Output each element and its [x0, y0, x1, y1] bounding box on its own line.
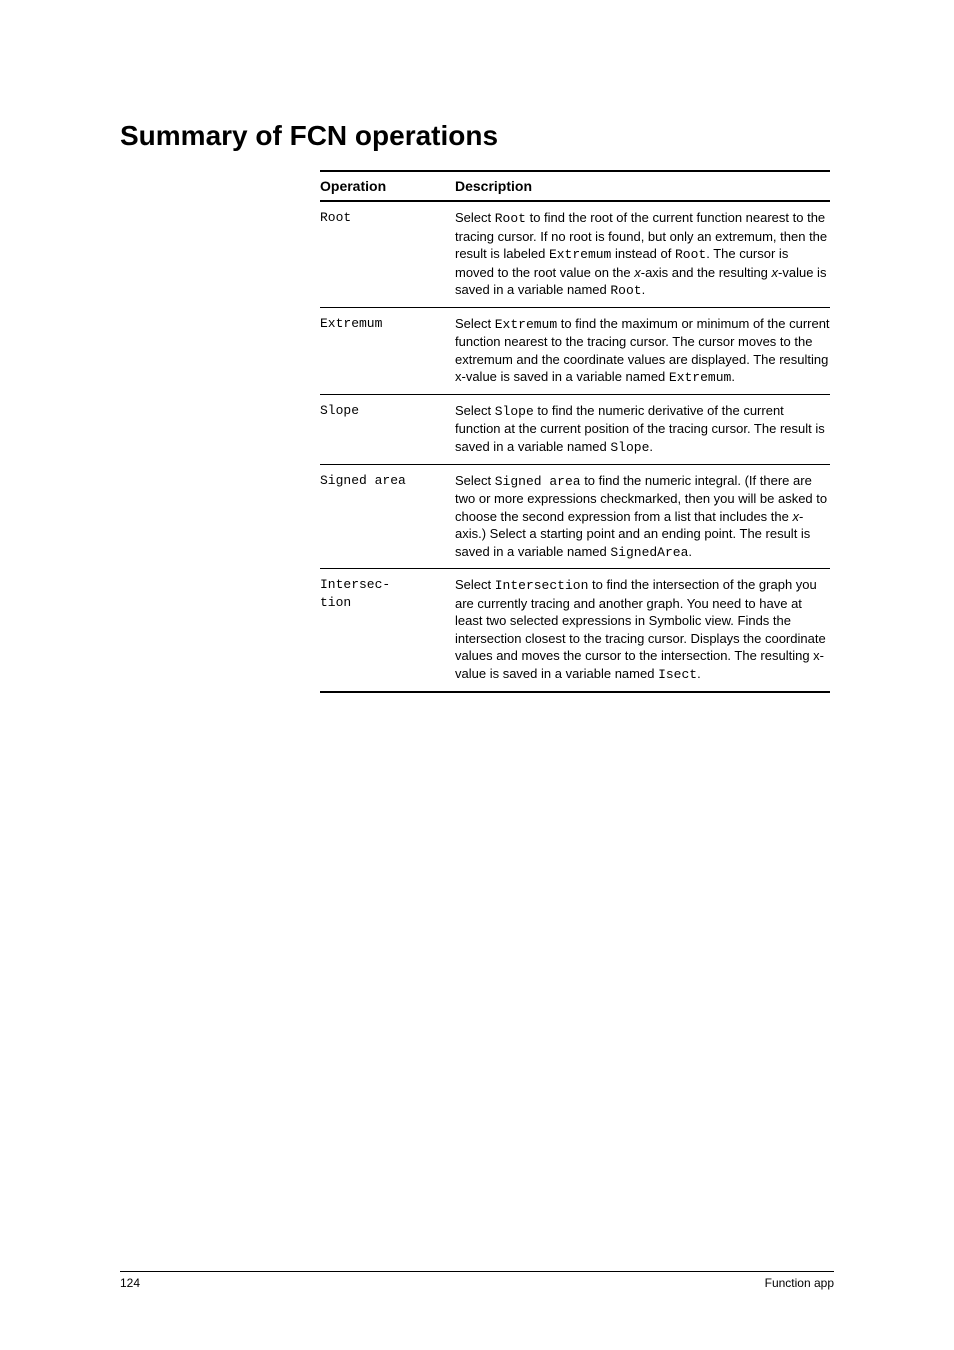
operation-cell: Slope: [320, 402, 455, 457]
page-footer: 124 Function app: [120, 1271, 834, 1290]
table-header-row: Operation Description: [320, 172, 830, 202]
table-row: SlopeSelect Slope to find the numeric de…: [320, 395, 830, 465]
table-row: RootSelect Root to find the root of the …: [320, 202, 830, 308]
table-row: Intersec- tionSelect Intersection to fin…: [320, 569, 830, 692]
header-description: Description: [455, 178, 830, 194]
description-cell: Select Extremum to find the maximum or m…: [455, 315, 830, 387]
operation-cell: Signed area: [320, 472, 455, 562]
fcn-operations-table: Operation Description RootSelect Root to…: [320, 170, 830, 693]
operation-cell: Intersec- tion: [320, 576, 455, 683]
operation-cell: Extremum: [320, 315, 455, 387]
chapter-label: Function app: [765, 1276, 834, 1290]
table-row: ExtremumSelect Extremum to find the maxi…: [320, 308, 830, 395]
header-operation: Operation: [320, 178, 455, 194]
table-row: Signed areaSelect Signed area to find th…: [320, 465, 830, 570]
operation-cell: Root: [320, 209, 455, 300]
section-title: Summary of FCN operations: [120, 120, 834, 152]
description-cell: Select Intersection to find the intersec…: [455, 576, 830, 683]
page-number: 124: [120, 1276, 140, 1290]
description-cell: Select Signed area to find the numeric i…: [455, 472, 830, 562]
description-cell: Select Slope to find the numeric derivat…: [455, 402, 830, 457]
description-cell: Select Root to find the root of the curr…: [455, 209, 830, 300]
